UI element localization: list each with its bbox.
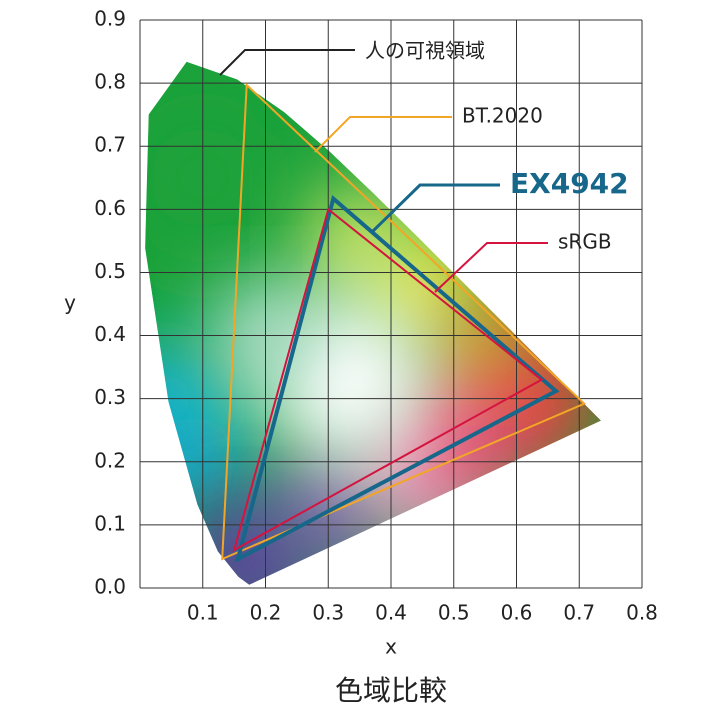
leader-line — [219, 49, 355, 76]
y-tick-label: 0.5 — [94, 259, 126, 283]
y-tick-label: 0.2 — [94, 448, 126, 472]
grid-layer: 0.1 0.2 0.3 0.4 0.5 0.6 0.7 0.8 0.0 0.1 0.2 0.3 0.4 0… — [94, 7, 658, 625]
series-label: BT.2020 — [462, 104, 543, 128]
x-tick-label: 0.5 — [438, 601, 470, 625]
x-tick-label: 0.3 — [312, 601, 344, 625]
gamut-triangle — [232, 207, 544, 553]
y-tick-label: 0.7 — [94, 133, 126, 157]
y-tick-label: 0.9 — [94, 7, 126, 31]
gamut-triangle — [221, 82, 587, 561]
leader-line — [314, 116, 452, 153]
x-tick-label: 0.6 — [501, 601, 533, 625]
x-tick-label: 0.2 — [250, 601, 282, 625]
locus-colors — [145, 61, 601, 585]
y-tick-label: 0.1 — [94, 511, 126, 535]
leader-line — [370, 183, 500, 234]
y-axis-label: y — [64, 291, 76, 315]
locus-shade — [406, 370, 527, 491]
gamut-layer: 人の可視領域 BT.2020 EX4942 sRGB — [219, 39, 629, 563]
y-tick-label: 0.8 — [94, 70, 126, 94]
series-label: sRGB — [558, 230, 612, 254]
series-label: EX4942 — [510, 167, 629, 200]
x-axis-label: x — [385, 635, 397, 659]
y-tick-label: 0.0 — [94, 575, 126, 599]
x-tick-label: 0.8 — [626, 601, 658, 625]
leader-line — [434, 242, 548, 293]
y-tick-label: 0.3 — [94, 385, 126, 409]
chart-title: 色域比較 — [335, 674, 447, 707]
y-tick-label: 0.4 — [94, 322, 126, 346]
x-tick-label: 0.4 — [375, 601, 407, 625]
locus-layer — [145, 61, 601, 585]
gamut-triangle — [234, 194, 560, 563]
series-label: 人の可視領域 — [365, 39, 485, 63]
x-tick-label: 0.1 — [187, 601, 219, 625]
x-tick-label: 0.7 — [563, 601, 595, 625]
y-tick-label: 0.6 — [94, 196, 126, 220]
